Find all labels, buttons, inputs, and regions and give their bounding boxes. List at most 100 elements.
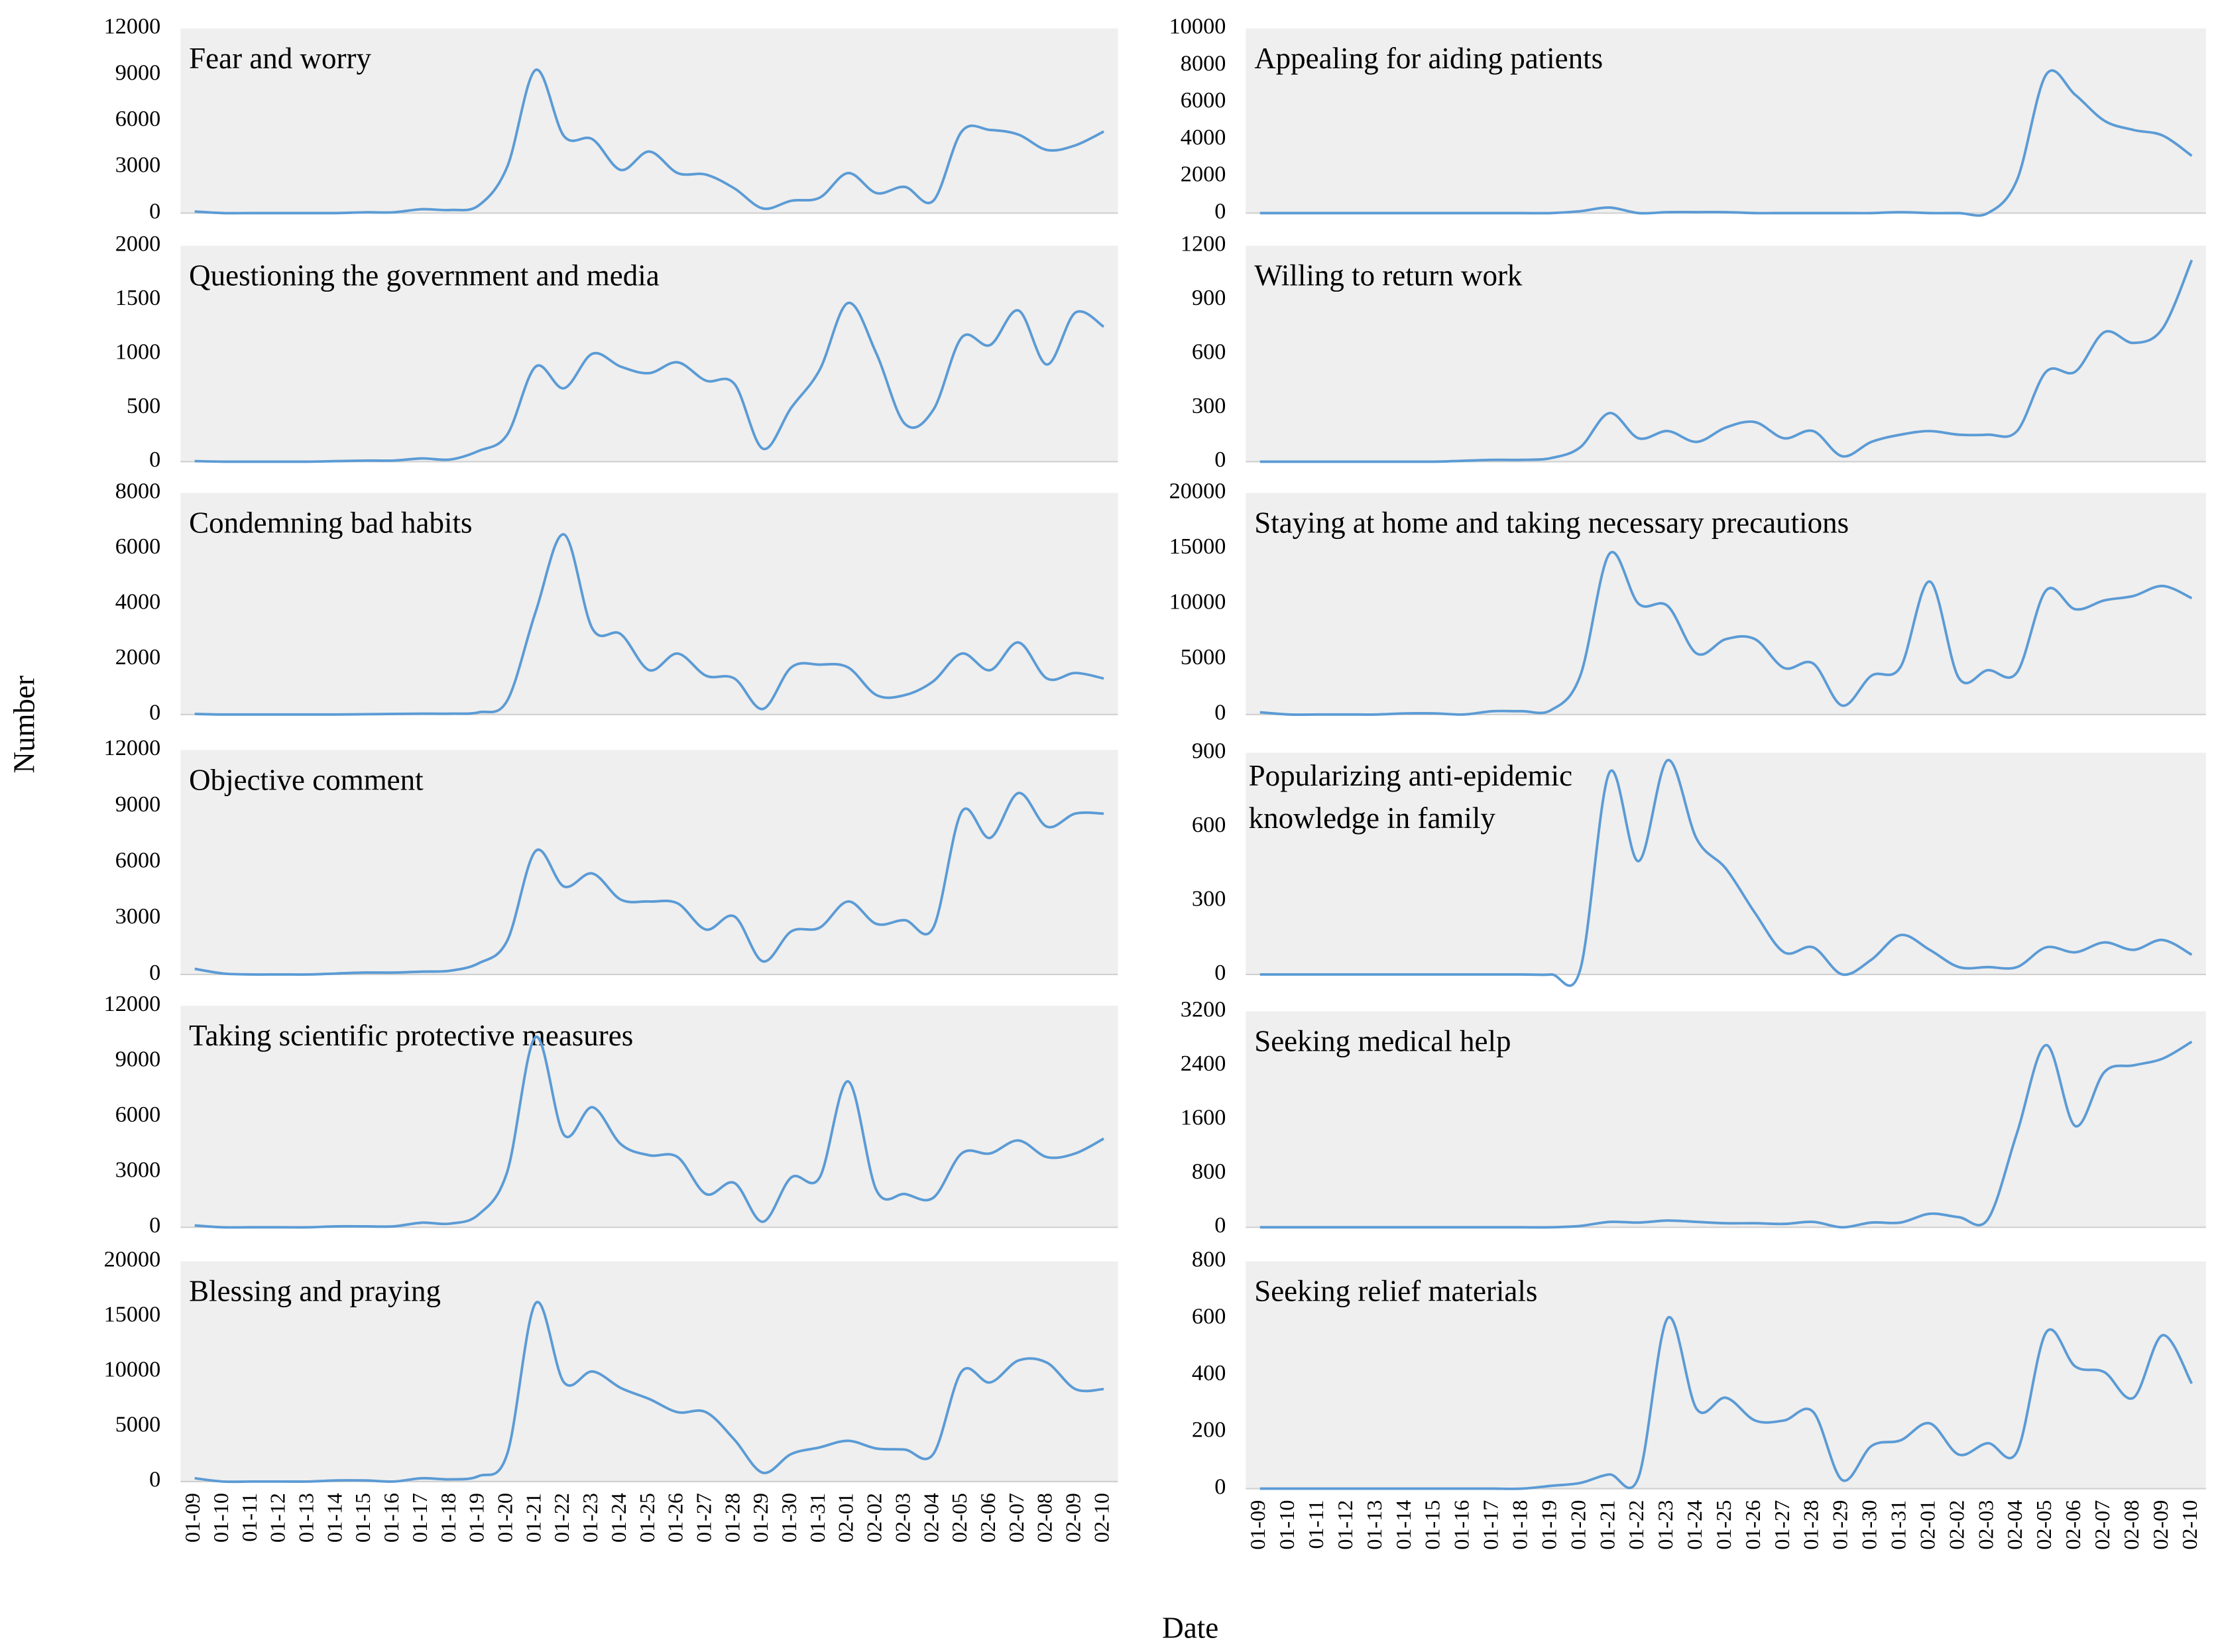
y-tick-label: 0	[1214, 447, 1226, 472]
y-tick-label: 10000	[1169, 589, 1226, 615]
y-tick-label: 10000	[104, 1357, 161, 1382]
x-tick-label: 02-07	[1004, 1493, 1028, 1543]
x-tick-label: 02-09	[1061, 1493, 1085, 1543]
x-tick-label: 01-13	[294, 1493, 318, 1543]
y-tick-label: 6000	[115, 534, 161, 559]
plot-area	[180, 493, 1118, 715]
panel-title: Objective comment	[189, 763, 424, 796]
line	[1259, 1040, 2193, 1229]
line	[194, 68, 1104, 215]
y-tick-label: 600	[1192, 812, 1226, 837]
x-tick-label: 02-03	[890, 1493, 914, 1543]
y-tick-label: 800	[1192, 1247, 1226, 1272]
y-tick-label: 12000	[104, 735, 161, 760]
panel-title: Questioning the government and media	[189, 259, 660, 292]
x-tick-label: 01-09	[180, 1493, 204, 1543]
x-tick-label: 01-31	[805, 1493, 829, 1543]
x-tick-label: 01-28	[720, 1493, 744, 1543]
plot-area	[180, 28, 1118, 213]
x-tick-label: 01-18	[436, 1493, 460, 1543]
y-tick-label: 0	[149, 198, 160, 223]
x-tick-label: 02-04	[2003, 1500, 2026, 1550]
y-tick-label: 0	[149, 1212, 160, 1238]
x-tick-label: 01-15	[1421, 1500, 1444, 1550]
x-tick-label: 02-01	[834, 1493, 858, 1543]
plot-area	[180, 750, 1118, 974]
y-tick-label: 10000	[1169, 14, 1226, 39]
x-tick-label: 01-25	[635, 1493, 659, 1543]
x-tick-label: 01-12	[266, 1493, 290, 1543]
y-tick-label: 3000	[115, 1157, 161, 1183]
y-tick-label: 4000	[115, 589, 161, 615]
y-tick-label: 300	[1192, 886, 1226, 911]
plot-area	[1246, 28, 2206, 213]
panel-title: Popularizing anti-epidemic	[1249, 759, 1572, 792]
x-tick-label: 01-27	[1770, 1500, 1794, 1550]
plot-area	[1246, 493, 2206, 715]
y-tick-label: 9000	[115, 1046, 161, 1071]
x-tick-label: 01-26	[664, 1493, 687, 1543]
y-tick-label: 6000	[115, 847, 161, 872]
y-tick-label: 1500	[115, 285, 161, 310]
y-tick-label: 0	[149, 700, 160, 725]
x-tick-label: 02-09	[2148, 1500, 2172, 1550]
line	[1259, 758, 2193, 987]
line	[194, 533, 1104, 716]
x-tick-label: 02-03	[1973, 1500, 1997, 1550]
line	[194, 792, 1104, 976]
panel-title: Taking scientific protective measures	[189, 1019, 633, 1052]
y-tick-label: 1600	[1181, 1104, 1226, 1130]
x-tick-label: 01-24	[607, 1493, 630, 1543]
line	[1259, 550, 2193, 716]
x-tick-label: 02-05	[947, 1493, 971, 1543]
y-tick-label: 900	[1192, 738, 1226, 764]
y-tick-label: 300	[1192, 393, 1226, 418]
y-tick-label: 20000	[1169, 478, 1226, 503]
y-tick-label: 0	[1214, 960, 1226, 985]
line	[1259, 259, 2193, 463]
x-tick-label: 02-08	[2119, 1500, 2143, 1550]
y-axis-label: Number	[8, 676, 41, 773]
x-tick-label: 01-21	[521, 1493, 545, 1543]
x-tick-label: 02-06	[2061, 1500, 2085, 1550]
y-tick-label: 4000	[1181, 125, 1226, 150]
y-tick-label: 0	[1214, 700, 1226, 725]
x-tick-label: 01-29	[1828, 1500, 1852, 1550]
x-tick-label: 01-19	[1537, 1500, 1560, 1550]
y-tick-label: 1000	[115, 339, 161, 364]
y-tick-label: 5000	[1181, 644, 1226, 670]
y-tick-label: 800	[1192, 1159, 1226, 1184]
x-tick-label: 01-23	[578, 1493, 602, 1543]
y-tick-label: 12000	[104, 14, 161, 39]
x-tick-label: 01-27	[691, 1493, 715, 1543]
panel-title: Blessing and praying	[189, 1275, 441, 1308]
x-tick-label: 01-19	[465, 1493, 489, 1543]
y-tick-label: 600	[1192, 1303, 1226, 1328]
x-tick-label: 01-20	[1566, 1500, 1590, 1550]
x-tick-label: 01-17	[408, 1493, 432, 1543]
x-tick-label: 01-18	[1507, 1500, 1531, 1550]
x-tick-label: 01-26	[1741, 1500, 1765, 1550]
x-tick-label: 01-31	[1887, 1500, 1910, 1550]
x-tick-label: 02-06	[976, 1493, 1000, 1543]
x-tick-label: 02-04	[919, 1493, 943, 1543]
panel-title: Condemning bad habits	[189, 506, 472, 540]
y-tick-label: 0	[149, 447, 160, 472]
x-tick-label: 01-29	[748, 1493, 772, 1543]
y-tick-label: 0	[1214, 1474, 1226, 1499]
y-tick-label: 6000	[1181, 88, 1226, 113]
y-tick-label: 2400	[1181, 1051, 1226, 1076]
y-tick-label: 400	[1192, 1360, 1226, 1386]
x-tick-label: 01-16	[1450, 1500, 1474, 1550]
y-tick-label: 2000	[115, 644, 161, 670]
x-axis-label: Date	[1162, 1612, 1218, 1645]
x-tick-label: 02-05	[2032, 1500, 2056, 1550]
y-tick-label: 6000	[115, 106, 161, 131]
panel-title: Fear and worry	[189, 42, 371, 75]
x-tick-label: 02-10	[2178, 1500, 2201, 1550]
line	[194, 1301, 1104, 1484]
x-tick-label: 01-14	[322, 1493, 346, 1543]
panel-title: Willing to return work	[1254, 259, 1523, 292]
